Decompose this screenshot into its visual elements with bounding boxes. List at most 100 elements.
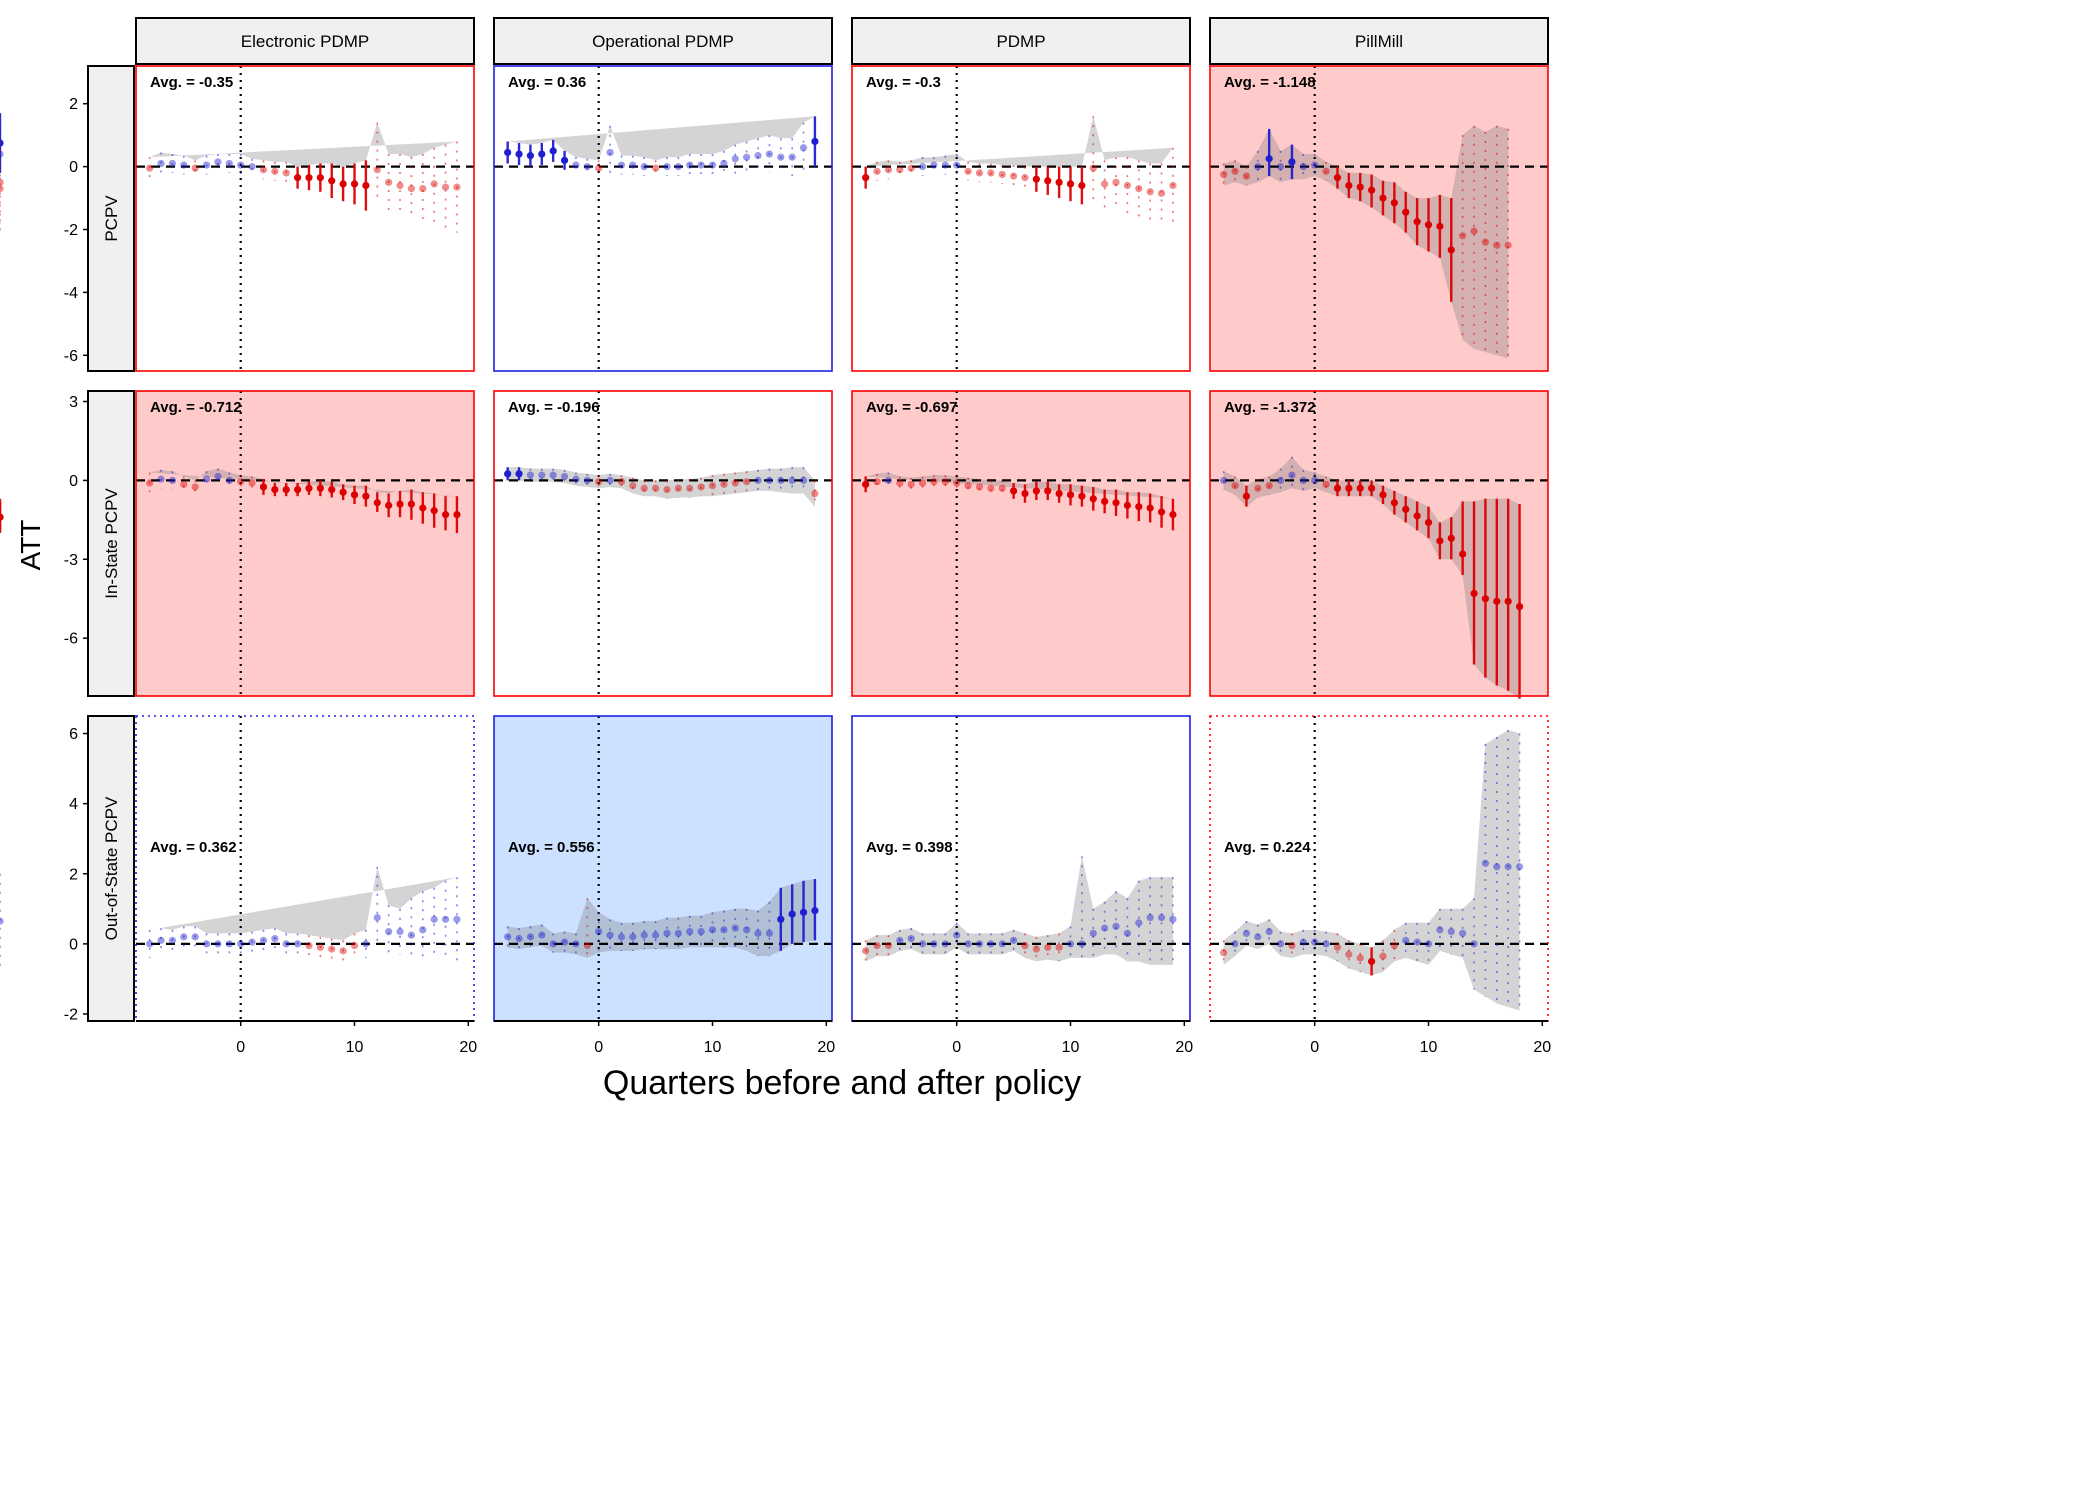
data-point (225, 476, 233, 484)
data-point (373, 913, 381, 922)
data-point (941, 478, 949, 486)
column-strip-label: Operational PDMP (592, 32, 734, 51)
data-point (811, 906, 819, 915)
data-point (765, 150, 774, 158)
data-point (191, 164, 199, 172)
data-point (1299, 163, 1307, 171)
avg-label: Avg. = -0.3 (866, 74, 941, 91)
data-point (515, 935, 523, 943)
data-point (1055, 489, 1063, 498)
data-point (339, 947, 347, 955)
data-point (385, 928, 393, 936)
data-point (549, 471, 557, 479)
data-point (1311, 161, 1319, 169)
data-point (1231, 167, 1239, 175)
data-point (316, 174, 324, 182)
data-point (652, 931, 660, 939)
data-point (1368, 186, 1376, 194)
data-point (1032, 945, 1040, 953)
data-point (987, 940, 995, 948)
data-point (873, 167, 881, 175)
column-strip-label: PDMP (996, 32, 1045, 51)
data-point (1265, 928, 1273, 936)
data-point (765, 476, 774, 484)
row-strips: PCPV In-State PCPV Out-of-State PCPV (87, 65, 135, 1022)
data-point (225, 159, 233, 168)
data-point (271, 167, 279, 175)
data-point (1288, 471, 1296, 479)
y-tick-label: -6 (64, 631, 78, 648)
data-point (305, 942, 313, 950)
data-point (629, 933, 637, 941)
x-tick-label: 20 (1533, 1039, 1551, 1056)
panel-border (851, 65, 1191, 372)
x-tick-label: 10 (1062, 1039, 1080, 1056)
data-point (1493, 241, 1501, 249)
row-strip-label: Out-of-State PCPV (102, 796, 121, 940)
panel-border (493, 65, 833, 372)
data-point (168, 159, 177, 168)
data-point (0, 178, 4, 186)
data-point (1078, 181, 1086, 190)
data-point (884, 166, 893, 174)
data-point (396, 181, 404, 190)
data-point (975, 940, 984, 948)
avg-label: Avg. = -0.35 (150, 74, 233, 91)
column-strip (135, 17, 475, 65)
panel: Avg. = 0.36 (0, 65, 833, 372)
x-tick-label: 0 (236, 1039, 245, 1056)
data-point (1299, 938, 1307, 946)
panel-border (851, 390, 1191, 697)
data-point (305, 174, 313, 182)
y-tick-label: -2 (64, 222, 78, 239)
data-point (777, 476, 785, 484)
data-point (686, 484, 694, 492)
x-tick-label: 0 (952, 1039, 961, 1056)
y-tick-label: 6 (69, 726, 78, 743)
data-point (0, 917, 4, 925)
data-point (549, 147, 557, 155)
y-tick-label: 0 (69, 936, 78, 953)
data-point (941, 940, 949, 948)
data-point (1157, 913, 1166, 922)
data-point (1379, 491, 1387, 499)
data-point (1220, 476, 1228, 484)
data-point (453, 510, 461, 519)
x-tick-label: 10 (346, 1039, 364, 1056)
data-point (1231, 482, 1239, 490)
data-point (1066, 180, 1075, 188)
data-point (1265, 155, 1273, 163)
data-point (754, 476, 762, 484)
data-point (538, 471, 546, 479)
data-point (1436, 537, 1444, 545)
row-strip (87, 715, 135, 1022)
data-point (419, 185, 427, 193)
y-tick-label: 4 (69, 796, 78, 813)
data-point (674, 163, 682, 171)
data-point (248, 479, 256, 487)
data-point (629, 161, 637, 169)
avg-label: Avg. = -1.372 (1224, 399, 1316, 416)
data-point (157, 159, 165, 168)
data-point (1021, 489, 1029, 498)
row-strip-label: In-State PCPV (102, 488, 121, 599)
data-point (560, 472, 569, 481)
data-point (640, 484, 648, 492)
data-point (373, 499, 381, 507)
data-point (731, 924, 739, 932)
data-point (777, 153, 785, 161)
data-point (697, 161, 705, 169)
data-point (526, 471, 535, 479)
data-point (146, 479, 154, 487)
data-point (663, 485, 671, 494)
data-point (1390, 499, 1398, 507)
data-point (515, 470, 523, 478)
panel-border (1209, 390, 1549, 697)
data-point (1413, 218, 1421, 226)
avg-label: Avg. = -1.148 (1224, 74, 1316, 91)
data-point (362, 940, 370, 948)
y-axis-title: ATT (15, 520, 46, 571)
data-point (237, 161, 245, 169)
data-point (259, 483, 268, 491)
